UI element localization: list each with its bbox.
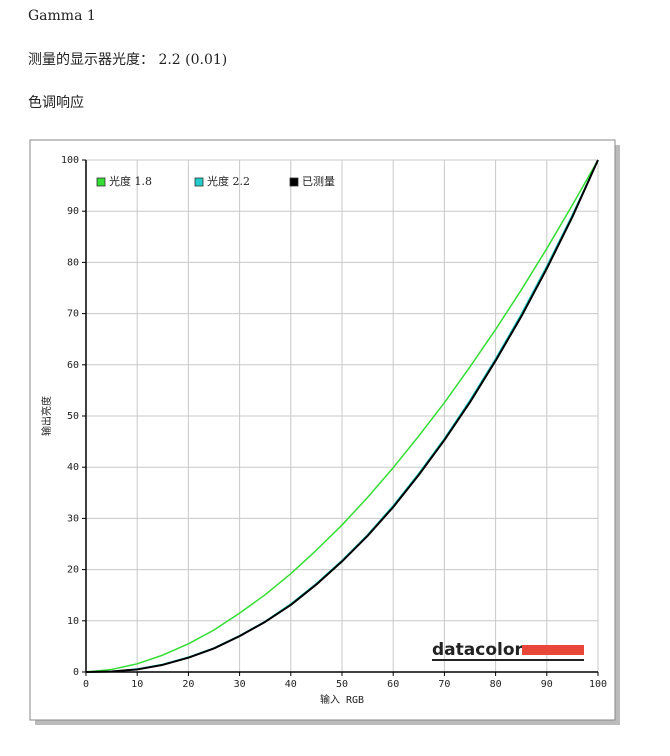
y-tick-label: 100	[61, 155, 79, 166]
legend-label: 已测量	[302, 175, 335, 188]
series-line	[85, 159, 599, 673]
y-tick-label: 90	[67, 206, 79, 217]
y-tick-label: 80	[67, 257, 79, 268]
watermark: datacolor	[432, 640, 524, 660]
watermark-bar	[522, 645, 584, 655]
x-tick-label: 60	[387, 679, 399, 690]
x-tick-label: 30	[234, 679, 246, 690]
y-tick-label: 0	[73, 667, 79, 678]
y-tick-label: 60	[67, 360, 79, 371]
measured-gamma: 测量的显示器光度： 2.2 (0.01)	[28, 52, 227, 68]
x-tick-label: 70	[438, 679, 450, 690]
legend-swatch	[289, 177, 299, 187]
y-tick-label: 30	[67, 513, 79, 524]
legend-label: 光度 1.8	[109, 174, 152, 188]
y-tick-label: 10	[67, 616, 79, 627]
x-tick-label: 0	[83, 679, 89, 690]
y-tick-label: 20	[67, 565, 79, 576]
series-line	[85, 159, 599, 673]
y-tick-label: 70	[67, 309, 79, 320]
x-tick-label: 10	[131, 679, 143, 690]
legend-label: 光度 2.2	[207, 174, 250, 188]
x-tick-label: 40	[285, 679, 297, 690]
y-tick-label: 40	[67, 462, 79, 473]
x-tick-label: 90	[541, 679, 553, 690]
x-tick-label: 20	[182, 679, 194, 690]
y-tick-label: 50	[67, 411, 79, 422]
x-tick-label: 100	[589, 679, 607, 690]
legend-swatch	[96, 177, 106, 187]
y-axis-label: 输出亮度	[40, 396, 53, 436]
x-tick-label: 80	[490, 679, 502, 690]
heading: Gamma 1	[28, 8, 96, 24]
chart: 0 10 20 30 40 50 60 70 80 90 100 0 10 20 30 40 50 60 70 80 9…	[40, 155, 607, 706]
x-axis-label: 输入 RGB	[320, 693, 364, 706]
legend-swatch	[194, 177, 204, 187]
section-title: 色调响应	[28, 94, 84, 111]
x-tick-label: 50	[336, 679, 348, 690]
